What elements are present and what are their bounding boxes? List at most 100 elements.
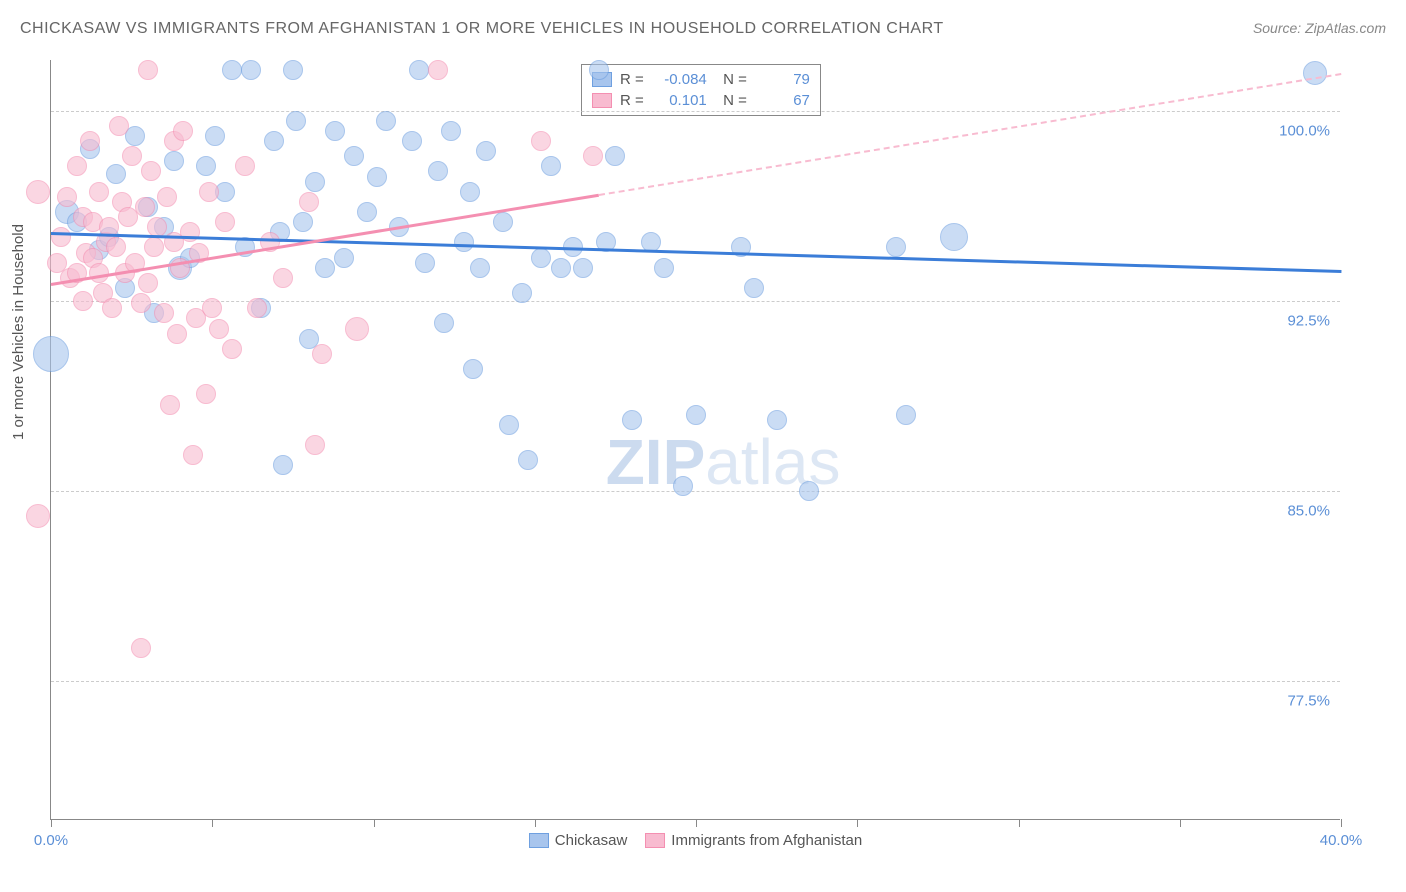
data-point bbox=[409, 60, 429, 80]
data-point bbox=[102, 298, 122, 318]
scatter-plot: R = -0.084 N = 79 R = 0.101 N = 67 Chick… bbox=[50, 60, 1340, 820]
data-point bbox=[51, 227, 71, 247]
data-point bbox=[460, 182, 480, 202]
data-point bbox=[222, 339, 242, 359]
y-tick-label: 92.5% bbox=[1287, 312, 1330, 329]
data-point bbox=[247, 298, 267, 318]
data-point bbox=[589, 60, 609, 80]
x-tick bbox=[1180, 819, 1181, 827]
data-point bbox=[131, 638, 151, 658]
data-point bbox=[26, 180, 50, 204]
data-point bbox=[164, 151, 184, 171]
data-point bbox=[499, 415, 519, 435]
legend-item-afghanistan: Immigrants from Afghanistan bbox=[645, 832, 862, 849]
data-point bbox=[299, 192, 319, 212]
data-point bbox=[402, 131, 422, 151]
legend-item-chickasaw: Chickasaw bbox=[529, 832, 628, 849]
data-point bbox=[196, 156, 216, 176]
y-tick-label: 77.5% bbox=[1287, 692, 1330, 709]
data-point bbox=[357, 202, 377, 222]
data-point bbox=[454, 232, 474, 252]
data-point bbox=[415, 253, 435, 273]
y-tick-label: 100.0% bbox=[1279, 122, 1330, 139]
data-point bbox=[167, 324, 187, 344]
data-point bbox=[673, 476, 693, 496]
data-point bbox=[367, 167, 387, 187]
data-point bbox=[122, 146, 142, 166]
gridline bbox=[51, 301, 1340, 302]
y-axis-label: 1 or more Vehicles in Household bbox=[10, 224, 27, 440]
data-point bbox=[441, 121, 461, 141]
gridline bbox=[51, 681, 1340, 682]
data-point bbox=[183, 445, 203, 465]
swatch-blue-icon bbox=[529, 833, 549, 848]
data-point bbox=[886, 237, 906, 257]
data-point bbox=[305, 435, 325, 455]
data-point bbox=[160, 395, 180, 415]
data-point bbox=[199, 182, 219, 202]
data-point bbox=[325, 121, 345, 141]
data-point bbox=[67, 156, 87, 176]
data-point bbox=[583, 146, 603, 166]
data-point bbox=[106, 164, 126, 184]
data-point bbox=[235, 156, 255, 176]
data-point bbox=[135, 197, 155, 217]
data-point bbox=[605, 146, 625, 166]
data-point bbox=[531, 131, 551, 151]
data-point bbox=[80, 131, 100, 151]
data-point bbox=[209, 319, 229, 339]
data-point bbox=[940, 223, 968, 251]
data-point bbox=[144, 237, 164, 257]
data-point bbox=[109, 116, 129, 136]
data-point bbox=[551, 258, 571, 278]
x-tick bbox=[696, 819, 697, 827]
y-tick-label: 85.0% bbox=[1287, 502, 1330, 519]
data-point bbox=[264, 131, 284, 151]
data-point bbox=[293, 212, 313, 232]
data-point bbox=[476, 141, 496, 161]
data-point bbox=[428, 161, 448, 181]
data-point bbox=[686, 405, 706, 425]
data-point bbox=[57, 187, 77, 207]
data-point bbox=[286, 111, 306, 131]
x-tick bbox=[51, 819, 52, 827]
data-point bbox=[512, 283, 532, 303]
x-tick bbox=[212, 819, 213, 827]
data-point bbox=[744, 278, 764, 298]
data-point bbox=[202, 298, 222, 318]
data-point bbox=[312, 344, 332, 364]
data-point bbox=[106, 237, 126, 257]
x-tick bbox=[535, 819, 536, 827]
data-point bbox=[493, 212, 513, 232]
x-tick bbox=[374, 819, 375, 827]
data-point bbox=[767, 410, 787, 430]
gridline bbox=[51, 491, 1340, 492]
data-point bbox=[315, 258, 335, 278]
data-point bbox=[241, 60, 261, 80]
data-point bbox=[541, 156, 561, 176]
data-point bbox=[73, 291, 93, 311]
legend-row-chickasaw: R = -0.084 N = 79 bbox=[592, 69, 810, 90]
data-point bbox=[622, 410, 642, 430]
correlation-legend: R = -0.084 N = 79 R = 0.101 N = 67 bbox=[581, 64, 821, 116]
data-point bbox=[1303, 61, 1327, 85]
swatch-pink-icon bbox=[645, 833, 665, 848]
data-point bbox=[273, 455, 293, 475]
source-label: Source: ZipAtlas.com bbox=[1253, 20, 1386, 36]
data-point bbox=[654, 258, 674, 278]
data-point bbox=[222, 60, 242, 80]
data-point bbox=[89, 182, 109, 202]
x-tick bbox=[1019, 819, 1020, 827]
legend-row-afghanistan: R = 0.101 N = 67 bbox=[592, 90, 810, 111]
data-point bbox=[205, 126, 225, 146]
data-point bbox=[344, 146, 364, 166]
gridline bbox=[51, 111, 1340, 112]
data-point bbox=[334, 248, 354, 268]
data-point bbox=[131, 293, 151, 313]
data-point bbox=[428, 60, 448, 80]
data-point bbox=[196, 384, 216, 404]
data-point bbox=[273, 268, 293, 288]
x-tick bbox=[1341, 819, 1342, 827]
data-point bbox=[33, 336, 69, 372]
data-point bbox=[799, 481, 819, 501]
